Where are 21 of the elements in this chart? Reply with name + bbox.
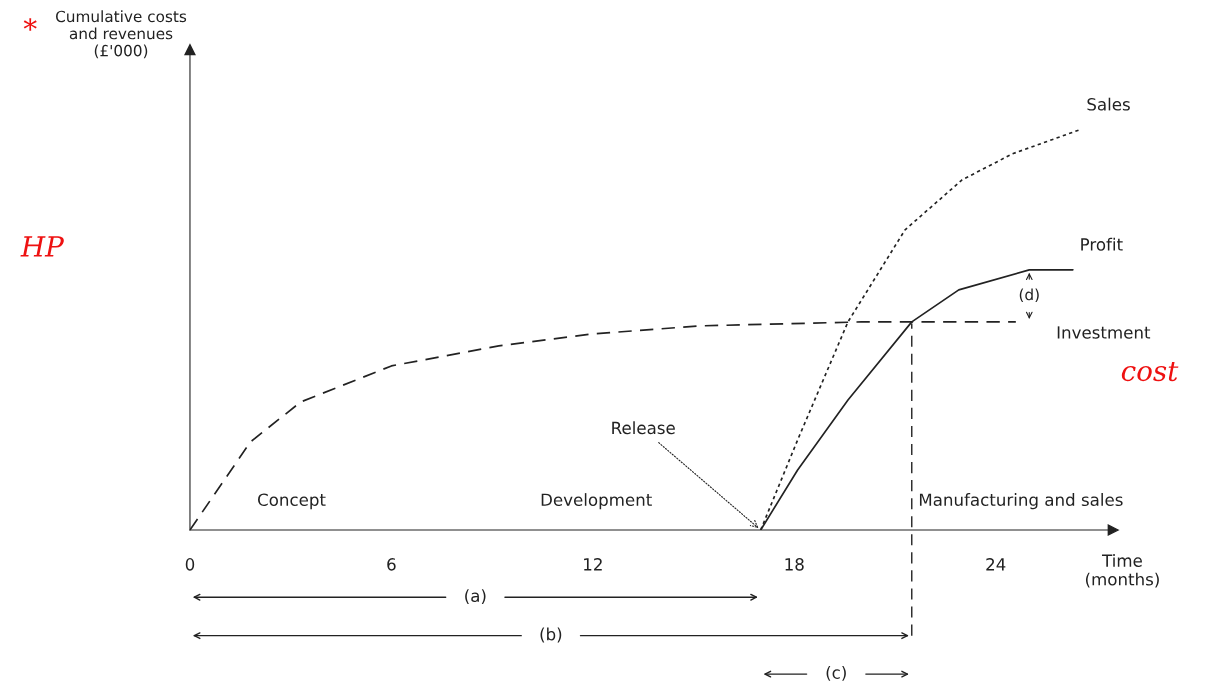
annotation: Concept — [257, 493, 326, 510]
text: (a) — [465, 589, 486, 605]
text: cost — [1121, 361, 1179, 382]
x-tick-label: 24 — [986, 558, 1006, 571]
x-tick-label: 0 — [185, 558, 195, 571]
x-tick-label: 12 — [584, 558, 602, 571]
annotation: Manufacturing and sales — [919, 493, 1123, 510]
text: * — [23, 18, 37, 31]
series-label: Sales — [1087, 97, 1130, 111]
series-label: Profit — [1081, 237, 1123, 251]
x-axis-title: Time (months) — [1085, 554, 1159, 588]
x-tick-label: 6 — [387, 558, 396, 571]
text: (c) — [826, 666, 846, 681]
annotation: (d) — [1019, 288, 1039, 303]
x-tick-label: 18 — [785, 558, 804, 571]
text: Investment — [1057, 326, 1151, 339]
text: (b) — [540, 627, 562, 643]
text: Cumulative costs and revenues (£'000) — [56, 10, 187, 59]
annotation: Release — [612, 421, 675, 435]
text: HP — [20, 236, 64, 257]
annotation: Development — [541, 493, 652, 510]
